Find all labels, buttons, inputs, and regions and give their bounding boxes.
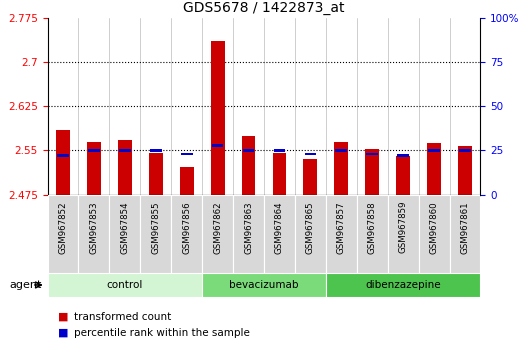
- Bar: [140, 195, 171, 273]
- Text: GSM967854: GSM967854: [120, 201, 129, 253]
- Text: GSM967852: GSM967852: [59, 201, 68, 253]
- Bar: [211, 41, 224, 195]
- Bar: [48, 195, 79, 273]
- Bar: [458, 146, 472, 195]
- Bar: [366, 153, 378, 155]
- Text: GSM967864: GSM967864: [275, 201, 284, 253]
- Bar: [109, 195, 140, 273]
- Bar: [202, 273, 326, 297]
- Text: GSM967857: GSM967857: [337, 201, 346, 253]
- Bar: [428, 149, 440, 152]
- Text: transformed count: transformed count: [74, 312, 171, 322]
- Bar: [274, 149, 285, 152]
- Bar: [180, 167, 194, 195]
- Bar: [357, 195, 388, 273]
- Text: GSM967855: GSM967855: [151, 201, 161, 253]
- Bar: [334, 142, 348, 195]
- Bar: [427, 143, 441, 195]
- Text: GSM967853: GSM967853: [89, 201, 98, 253]
- Text: GSM967863: GSM967863: [244, 201, 253, 253]
- Text: GSM967860: GSM967860: [430, 201, 439, 253]
- Bar: [171, 195, 202, 273]
- Bar: [365, 149, 379, 195]
- Bar: [202, 195, 233, 273]
- Bar: [459, 149, 471, 152]
- Bar: [449, 195, 480, 273]
- Bar: [149, 153, 163, 195]
- Text: control: control: [107, 280, 143, 290]
- Bar: [150, 149, 162, 152]
- Bar: [304, 159, 317, 195]
- Bar: [212, 144, 223, 147]
- Text: ■: ■: [58, 328, 69, 338]
- Text: GSM967859: GSM967859: [399, 201, 408, 253]
- Text: GSM967858: GSM967858: [367, 201, 377, 253]
- Bar: [79, 195, 109, 273]
- Title: GDS5678 / 1422873_at: GDS5678 / 1422873_at: [183, 1, 345, 15]
- Bar: [243, 149, 254, 152]
- Text: ■: ■: [58, 312, 69, 322]
- Bar: [326, 195, 357, 273]
- Text: agent: agent: [10, 280, 42, 290]
- Bar: [48, 273, 202, 297]
- Text: GSM967861: GSM967861: [460, 201, 469, 253]
- Bar: [419, 195, 449, 273]
- Bar: [326, 273, 480, 297]
- Bar: [118, 141, 132, 195]
- Bar: [264, 195, 295, 273]
- Bar: [335, 149, 347, 152]
- Bar: [242, 136, 256, 195]
- Text: percentile rank within the sample: percentile rank within the sample: [74, 328, 250, 338]
- Text: bevacizumab: bevacizumab: [229, 280, 299, 290]
- Text: GSM967856: GSM967856: [182, 201, 191, 253]
- Bar: [87, 142, 101, 195]
- Bar: [305, 153, 316, 155]
- Bar: [388, 195, 419, 273]
- Text: GSM967865: GSM967865: [306, 201, 315, 253]
- Bar: [295, 195, 326, 273]
- Bar: [57, 154, 69, 157]
- Text: dibenzazepine: dibenzazepine: [365, 280, 441, 290]
- Bar: [233, 195, 264, 273]
- Text: GSM967862: GSM967862: [213, 201, 222, 253]
- Bar: [397, 154, 409, 157]
- Bar: [396, 156, 410, 195]
- Bar: [181, 153, 193, 155]
- Bar: [88, 149, 100, 152]
- Bar: [119, 149, 131, 152]
- Bar: [56, 130, 70, 195]
- Bar: [272, 153, 286, 195]
